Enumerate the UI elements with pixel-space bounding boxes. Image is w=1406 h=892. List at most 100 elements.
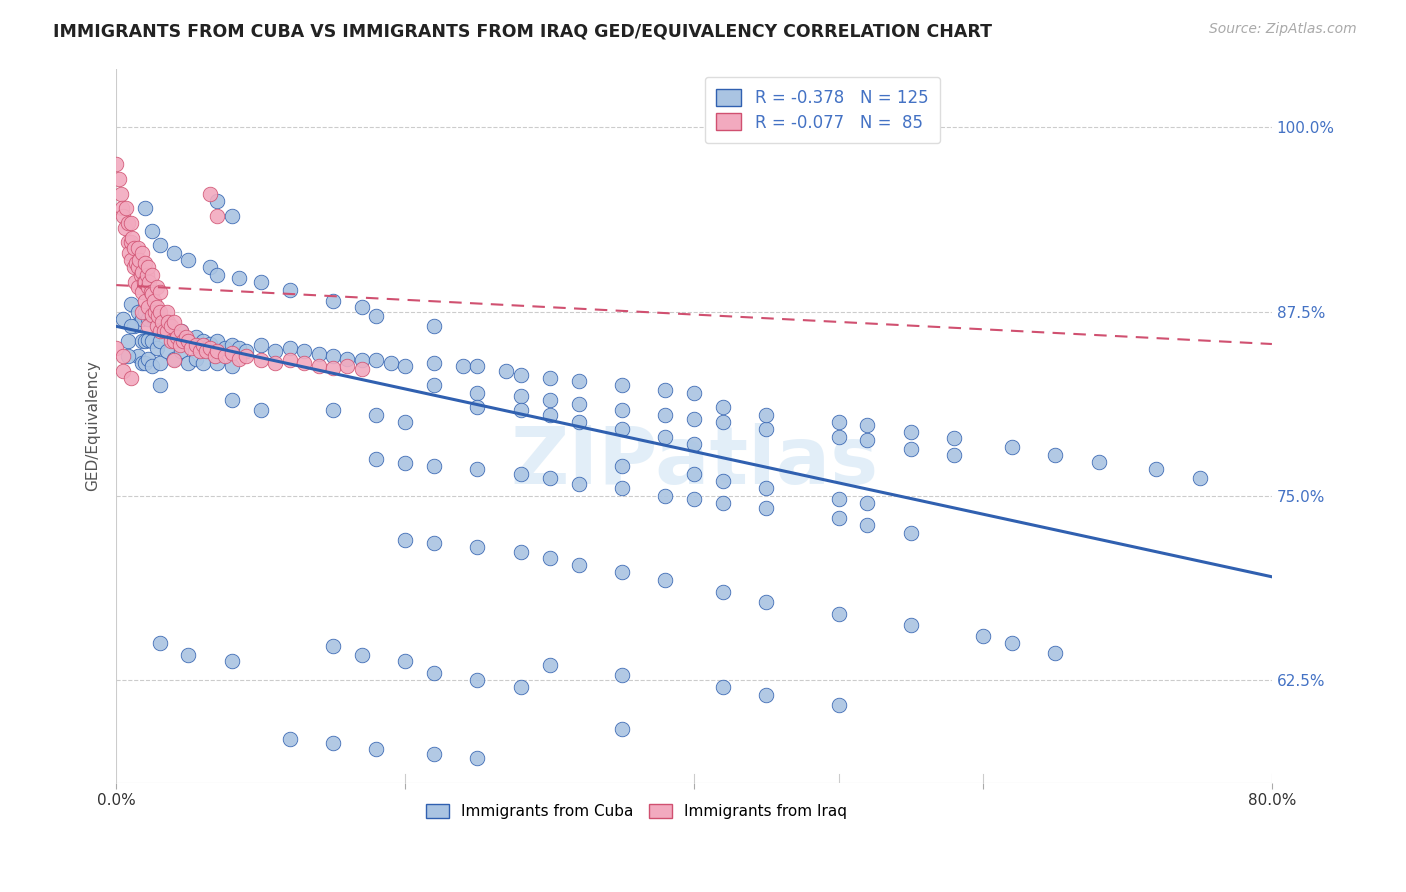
Point (467, 541, 489, 555)
Point (1045, 448, 1067, 462)
Point (292, 356, 315, 370)
Point (610, 668, 633, 682)
Point (610, 459, 633, 474)
Point (134, 334, 156, 348)
Legend: Immigrants from Cuba, Immigrants from Iraq: Immigrants from Cuba, Immigrants from Ir… (420, 798, 853, 825)
Point (711, 415, 734, 429)
Point (509, 388, 531, 402)
Point (163, 245, 186, 260)
Point (131, 265, 153, 279)
Point (249, 275, 271, 289)
Point (366, 353, 388, 368)
Point (249, 353, 271, 368)
Point (221, 209, 243, 223)
Point (170, 344, 193, 359)
Point (149, 304, 172, 318)
Point (127, 349, 149, 363)
Point (249, 338, 271, 352)
Point (228, 342, 250, 356)
Point (538, 408, 561, 422)
Point (145, 279, 167, 293)
Point (115, 202, 138, 216)
Point (755, 422, 778, 436)
Point (149, 324, 172, 338)
Point (654, 408, 676, 422)
Text: ZIPatlas: ZIPatlas (510, 423, 879, 500)
Point (112, 209, 135, 223)
Y-axis label: GED/Equivalency: GED/Equivalency (86, 360, 100, 491)
Point (423, 378, 446, 392)
Point (138, 275, 160, 289)
Point (198, 337, 221, 351)
Point (538, 550, 561, 565)
Point (235, 349, 257, 363)
Point (366, 451, 388, 466)
Point (117, 349, 139, 363)
Point (249, 403, 271, 417)
Point (207, 194, 229, 208)
Point (1188, 471, 1211, 485)
Point (134, 256, 156, 270)
Point (278, 731, 301, 746)
Point (180, 342, 202, 356)
Point (856, 518, 879, 533)
Point (322, 294, 344, 309)
Point (184, 329, 207, 343)
Point (131, 245, 153, 260)
Point (136, 333, 159, 347)
Point (198, 260, 221, 275)
Point (943, 431, 966, 445)
Point (149, 636, 172, 650)
Point (191, 356, 214, 370)
Point (160, 324, 183, 338)
Point (654, 383, 676, 397)
Point (156, 304, 179, 318)
Point (610, 403, 633, 417)
Point (127, 279, 149, 293)
Point (149, 285, 172, 300)
Point (149, 312, 172, 326)
Point (163, 351, 186, 366)
Point (117, 216, 139, 230)
Point (221, 392, 243, 407)
Point (264, 356, 287, 370)
Point (134, 356, 156, 370)
Point (112, 363, 135, 377)
Point (538, 658, 561, 673)
Point (654, 430, 676, 444)
Point (366, 408, 388, 422)
Point (122, 260, 145, 275)
Point (136, 300, 159, 314)
Point (131, 285, 153, 300)
Point (184, 351, 207, 366)
Point (711, 584, 734, 599)
Point (509, 545, 531, 559)
Point (900, 442, 922, 456)
Point (134, 294, 156, 309)
Point (198, 186, 221, 201)
Point (135, 268, 157, 282)
Point (336, 351, 359, 366)
Point (278, 342, 301, 356)
Point (134, 275, 156, 289)
Point (207, 268, 229, 282)
Point (350, 648, 373, 662)
Point (120, 297, 142, 311)
Point (122, 319, 145, 334)
Point (423, 747, 446, 761)
Point (136, 260, 159, 275)
Point (127, 241, 149, 255)
Point (683, 385, 706, 400)
Point (141, 334, 163, 348)
Point (141, 268, 163, 282)
Point (221, 346, 243, 360)
Point (111, 202, 134, 216)
Point (972, 629, 994, 643)
Point (136, 351, 159, 366)
Point (394, 415, 416, 429)
Point (1045, 647, 1067, 661)
Point (711, 474, 734, 488)
Point (394, 533, 416, 547)
Point (110, 186, 132, 201)
Point (350, 353, 373, 368)
